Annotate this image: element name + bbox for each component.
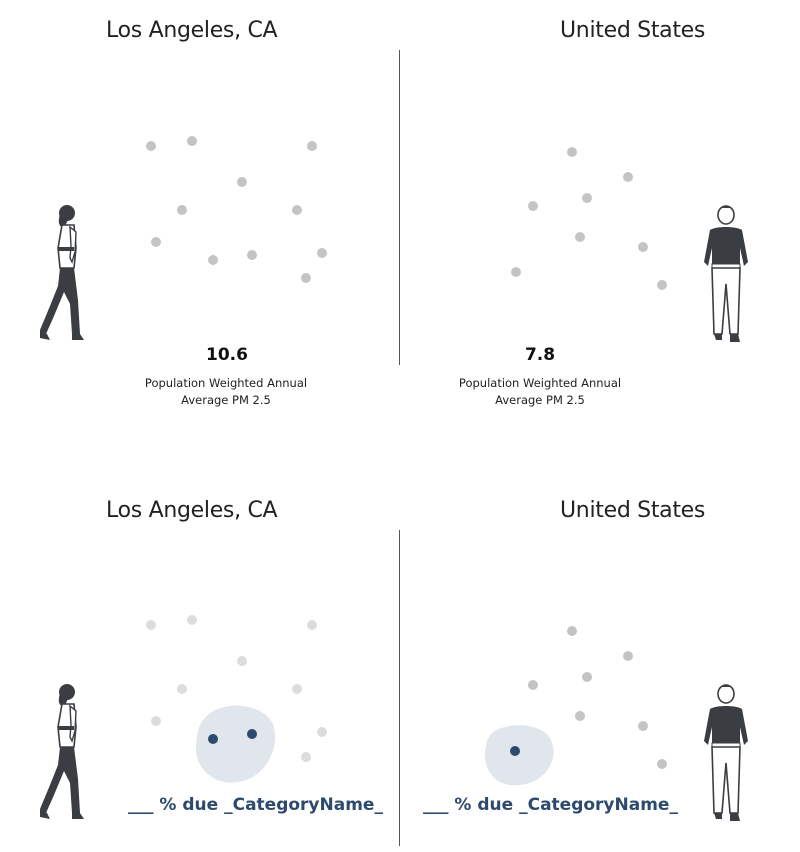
caption-line: Population Weighted Annual <box>144 376 308 390</box>
top-left-panel: Los Angeles, CA <box>0 0 400 426</box>
dot <box>657 280 667 290</box>
dot <box>582 672 592 682</box>
bottom-divider <box>399 530 400 846</box>
dot <box>623 172 633 182</box>
caption-line: Average PM 2.5 <box>495 393 585 407</box>
man-figure-icon <box>704 205 748 342</box>
dot <box>307 141 317 151</box>
highlight-dot <box>208 734 218 744</box>
woman-figure-icon <box>40 205 84 340</box>
top-right-title: United States <box>560 18 706 43</box>
dot <box>237 177 247 187</box>
dot <box>657 759 667 769</box>
dot <box>528 201 538 211</box>
woman-figure-icon <box>40 684 84 819</box>
top-left-dots <box>146 136 327 283</box>
la-pm25-value: 10.6 <box>206 345 248 365</box>
dot <box>638 242 648 252</box>
dot <box>317 727 327 737</box>
dot <box>292 205 302 215</box>
dot <box>575 232 585 242</box>
dot <box>187 615 197 625</box>
dot <box>208 255 218 265</box>
top-right-dots <box>511 147 667 290</box>
dot <box>567 147 577 157</box>
dot <box>623 651 633 661</box>
top-divider <box>399 50 400 365</box>
dot <box>177 684 187 694</box>
top-left-title: Los Angeles, CA <box>106 18 278 43</box>
dot <box>528 680 538 690</box>
dot <box>292 684 302 694</box>
dot <box>146 620 156 630</box>
bottom-left-dots <box>146 615 327 762</box>
highlight-dot <box>510 746 520 756</box>
la-caption: Population Weighted Annual Average PM 2.… <box>126 375 326 409</box>
top-right-panel: United States <box>400 0 800 426</box>
dot <box>146 141 156 151</box>
highlight-dot <box>247 729 257 739</box>
dot <box>187 136 197 146</box>
dot <box>301 273 311 283</box>
dot <box>575 711 585 721</box>
dot <box>582 193 592 203</box>
dot <box>151 716 161 726</box>
us-category-share: ___ % due _CategoryName_ <box>423 795 678 815</box>
caption-line: Average PM 2.5 <box>181 393 271 407</box>
man-figure-icon <box>704 684 748 821</box>
highlight-blob <box>484 725 554 786</box>
dot <box>151 237 161 247</box>
dot <box>301 752 311 762</box>
dot <box>511 267 521 277</box>
bottom-right-dots <box>528 626 667 769</box>
caption-line: Population Weighted Annual <box>458 376 622 390</box>
dot <box>638 721 648 731</box>
highlight-blob <box>195 705 276 783</box>
dot <box>247 250 257 260</box>
dot <box>317 248 327 258</box>
dot <box>307 620 317 630</box>
bottom-right-title: United States <box>560 498 706 523</box>
us-caption: Population Weighted Annual Average PM 2.… <box>440 375 640 409</box>
bottom-left-title: Los Angeles, CA <box>106 498 278 523</box>
us-pm25-value: 7.8 <box>524 345 556 365</box>
dot <box>567 626 577 636</box>
la-category-share: ___ % due _CategoryName_ <box>128 795 383 815</box>
dot <box>177 205 187 215</box>
bottom-right-highlight-dots <box>510 746 520 756</box>
dot <box>237 656 247 666</box>
bottom-left-highlight-dots <box>208 729 257 744</box>
